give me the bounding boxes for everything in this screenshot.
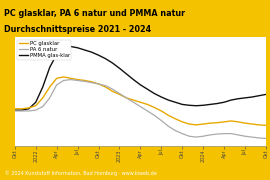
Text: PC glasklar, PA 6 natur und PMMA natur: PC glasklar, PA 6 natur und PMMA natur [4,9,185,18]
Text: Durchschnittspreise 2021 - 2024: Durchschnittspreise 2021 - 2024 [4,25,151,34]
Text: © 2024 Kunststoff Information, Bad Homburg · www.kiweb.de: © 2024 Kunststoff Information, Bad Hombu… [5,170,157,176]
Legend: PC glasklar, PA 6 natur, PMMA glas-klar: PC glasklar, PA 6 natur, PMMA glas-klar [18,40,72,60]
